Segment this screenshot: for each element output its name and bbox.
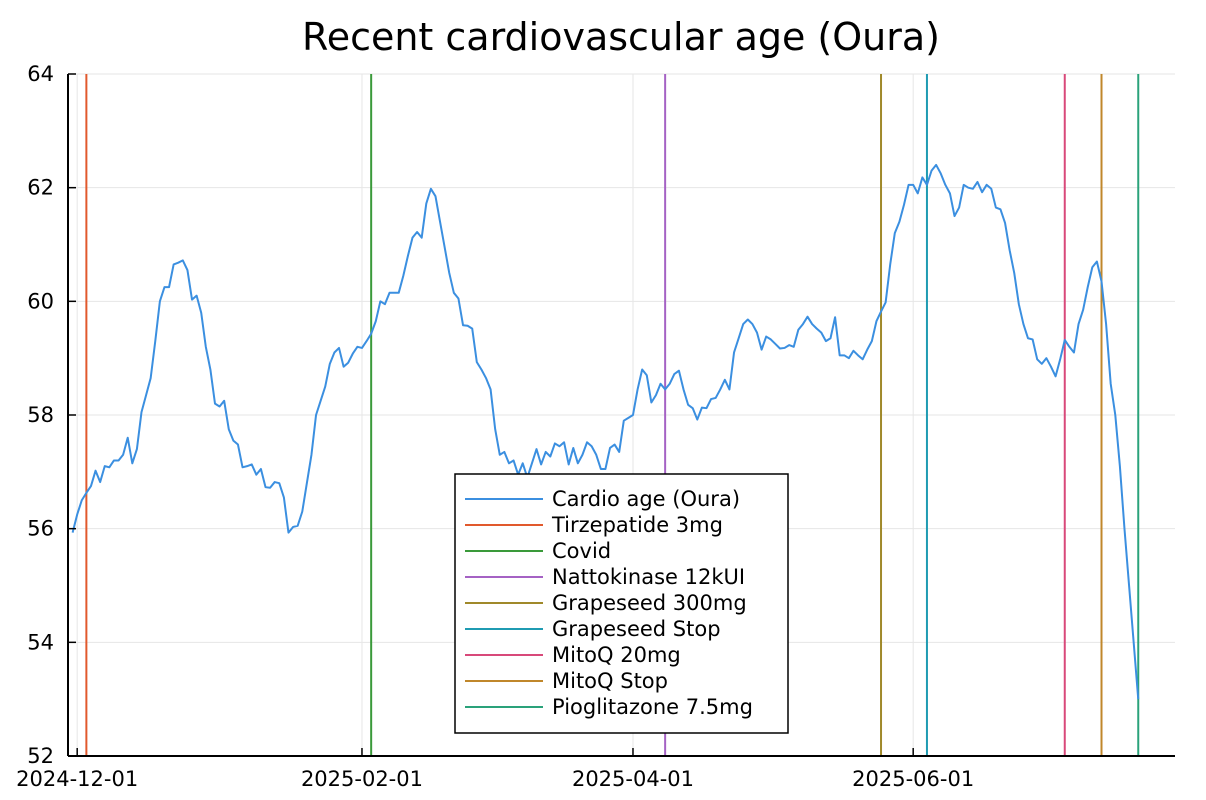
x-tick-label: 2025-02-01 [301, 767, 423, 791]
legend-label: Covid [552, 539, 611, 563]
y-tick-label: 62 [27, 176, 54, 200]
y-tick-label: 60 [27, 289, 54, 313]
series-lines [71, 163, 1140, 700]
legend: Cardio age (Oura)Tirzepatide 3mgCovidNat… [454, 473, 789, 734]
legend-label: Cardio age (Oura) [552, 487, 740, 511]
series-line [71, 163, 1140, 700]
chart-title: Recent cardiovascular age (Oura) [302, 15, 940, 59]
y-tick-label: 58 [27, 403, 54, 427]
y-tick-label: 56 [27, 517, 54, 541]
legend-label: Pioglitazone 7.5mg [552, 695, 753, 719]
legend-label: MitoQ 20mg [552, 643, 681, 667]
y-tick-label: 64 [27, 62, 54, 86]
x-tick-label: 2025-04-01 [572, 767, 694, 791]
legend-label: MitoQ Stop [552, 669, 668, 693]
legend-label: Grapeseed 300mg [552, 591, 747, 615]
y-tick-label: 52 [27, 744, 54, 768]
tick-labels: 2024-12-01 2025-02-01 2025-04-01 2025-06-01… [16, 62, 974, 791]
y-tick-label: 54 [27, 630, 54, 654]
legend-label: Nattokinase 12kUI [552, 565, 745, 589]
legend-label: Grapeseed Stop [552, 617, 721, 641]
legend-label: Tirzepatide 3mg [551, 513, 723, 537]
x-tick-label: 2024-12-01 [16, 767, 138, 791]
x-tick-label: 2025-06-01 [852, 767, 974, 791]
legend-items: Cardio age (Oura)Tirzepatide 3mgCovidNat… [465, 487, 753, 719]
